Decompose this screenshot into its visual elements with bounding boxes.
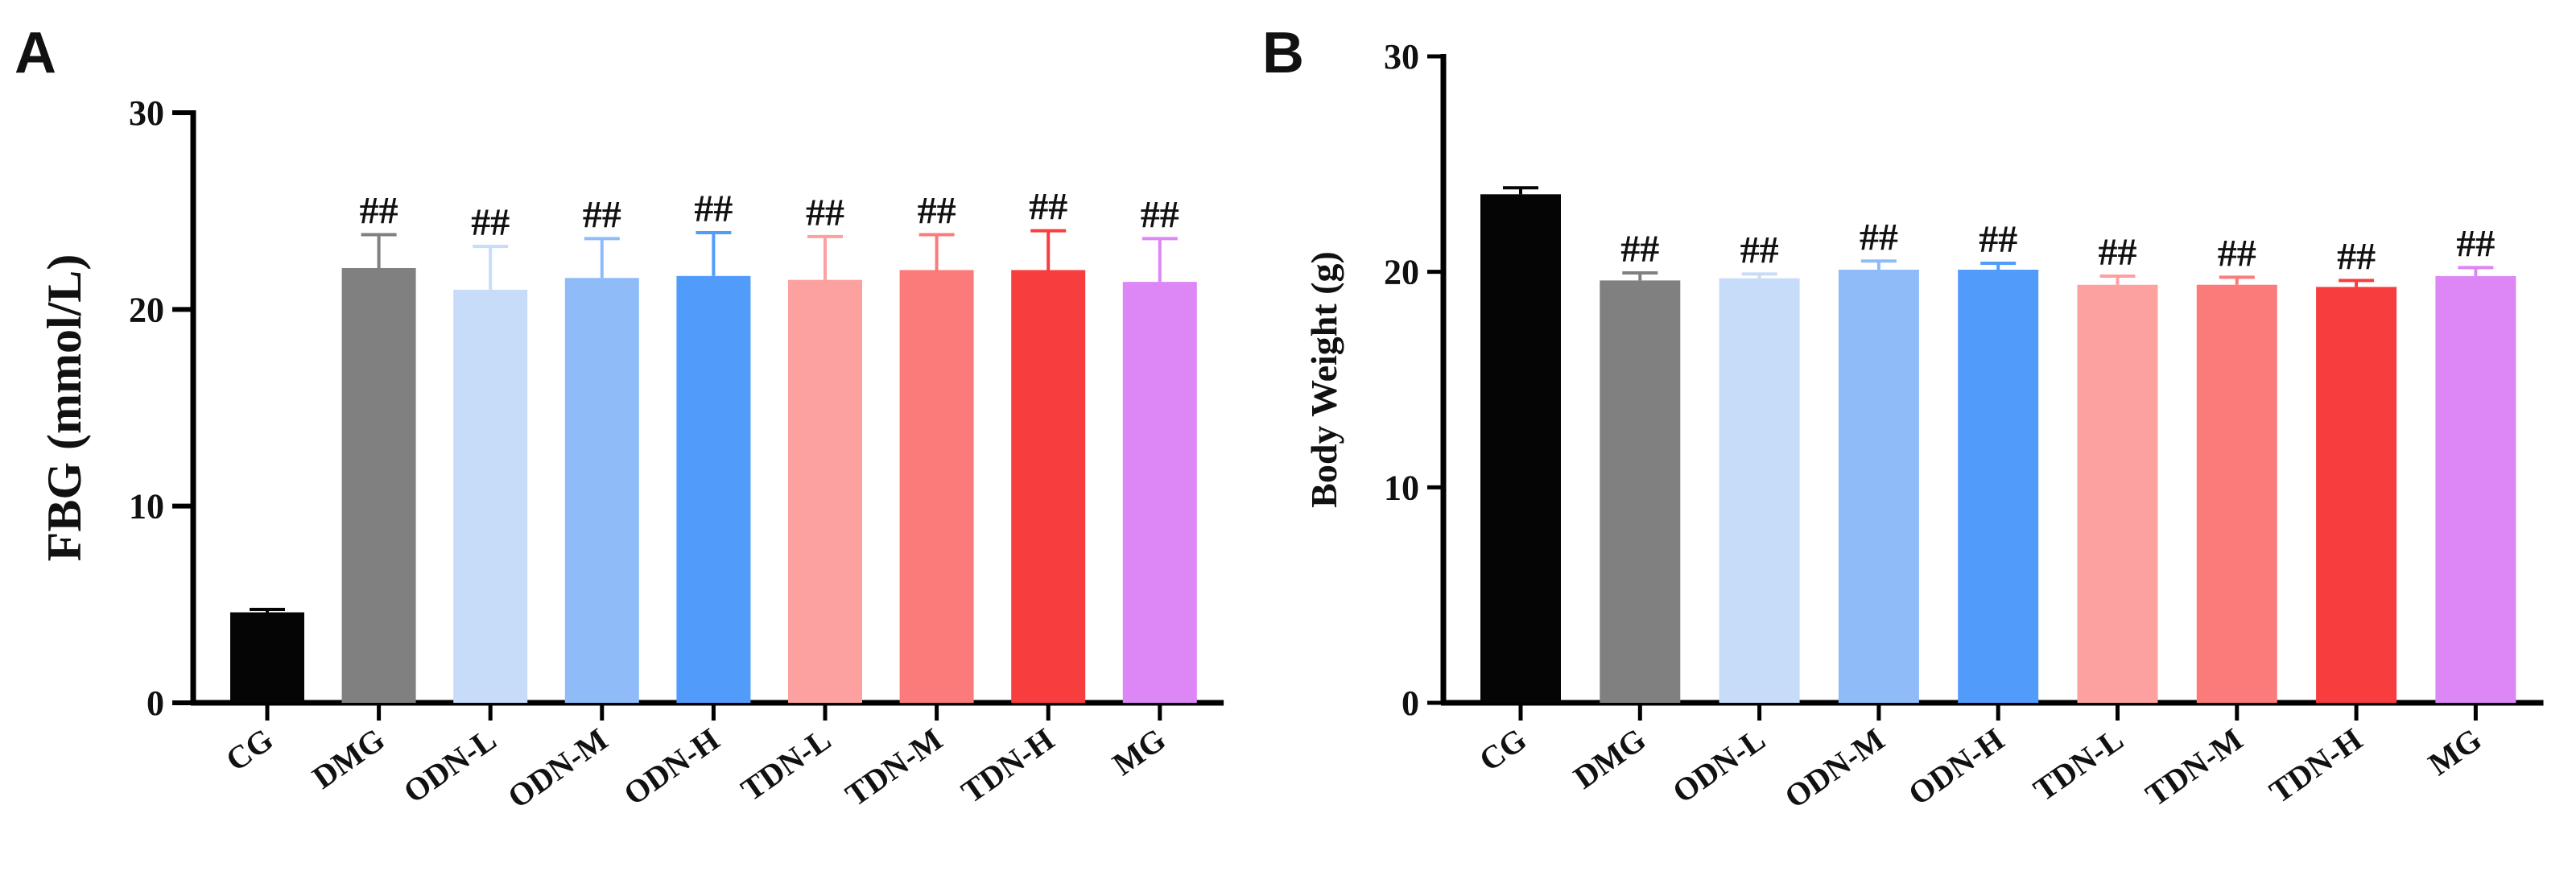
significance-label: ##	[2099, 231, 2137, 274]
significance-label: ##	[360, 189, 398, 232]
significance-label: ##	[1979, 218, 2017, 261]
bar	[1122, 282, 1197, 703]
bar	[1719, 278, 1800, 703]
y-tick-label: 20	[129, 290, 164, 329]
significance-label: ##	[1620, 228, 1659, 270]
category-label: ODN-M	[1778, 721, 1891, 816]
bar	[676, 275, 751, 704]
bar	[564, 278, 639, 703]
category-label: TDN-M	[2139, 721, 2249, 814]
category-label: CG	[219, 721, 279, 778]
significance-label: ##	[1029, 186, 1067, 229]
panel-letter-a: A	[14, 21, 56, 85]
category-label: CG	[1472, 721, 1533, 778]
category-label: ODN-H	[1901, 721, 2010, 812]
significance-label: ##	[1860, 216, 1898, 258]
category-label: TDN-L	[734, 721, 837, 808]
significance-label: ##	[918, 189, 956, 232]
category-label: ODN-M	[501, 721, 613, 816]
significance-label: ##	[2218, 232, 2256, 275]
significance-label: ##	[1740, 229, 1779, 271]
bar	[1480, 194, 1561, 704]
bar	[453, 289, 528, 703]
bar	[341, 268, 416, 704]
bar	[2435, 276, 2516, 703]
bar	[1958, 269, 2039, 703]
y-tick-label: 0	[147, 683, 164, 723]
significance-label: ##	[2456, 222, 2495, 265]
significance-label: ##	[2337, 235, 2376, 278]
significance-label: ##	[471, 201, 510, 244]
chart-body-weight: 0 10 20 30 Body Weight (g) CG ## DMG ## ODN-L ## OD…	[1303, 37, 2544, 816]
bar	[2196, 284, 2277, 703]
y-axis-title: FBG (mmol/L)	[38, 254, 91, 562]
category-label: DMG	[306, 721, 391, 796]
bar	[1600, 280, 1681, 704]
category-label: TDN-L	[2027, 721, 2130, 808]
category-label: TDN-H	[955, 721, 1060, 811]
y-tick-label: 0	[1402, 683, 1419, 723]
category-label: MG	[1106, 721, 1172, 783]
bar	[2316, 287, 2397, 703]
chart-fbg: 0 10 20 30 FBG (mmol/L) CG ## DMG ## ODN-L ## ODN-M…	[38, 93, 1224, 816]
bar	[2077, 284, 2158, 703]
y-tick-label: 30	[1384, 37, 1419, 76]
category-label: ODN-L	[1666, 721, 1771, 811]
bar	[899, 270, 974, 703]
significance-label: ##	[1141, 193, 1179, 236]
y-tick-label: 30	[129, 93, 164, 133]
bar	[1011, 270, 1086, 703]
category-label: TDN-M	[839, 721, 949, 814]
category-label: MG	[2421, 721, 2487, 783]
significance-label: ##	[694, 188, 733, 230]
significance-label: ##	[806, 192, 844, 234]
category-label: ODN-L	[397, 721, 502, 811]
bar	[230, 612, 304, 703]
bar	[788, 279, 862, 703]
y-tick-label: 10	[1384, 468, 1419, 507]
y-axis-title: Body Weight (g)	[1303, 251, 1344, 508]
category-label: ODN-H	[617, 721, 726, 812]
significance-label: ##	[583, 193, 621, 236]
y-tick-label: 20	[1384, 253, 1419, 292]
category-label: TDN-H	[2263, 721, 2368, 811]
panel-letter-b: B	[1262, 21, 1304, 85]
bar	[1838, 269, 1919, 703]
y-tick-label: 10	[129, 487, 164, 527]
category-label: DMG	[1567, 721, 1653, 796]
